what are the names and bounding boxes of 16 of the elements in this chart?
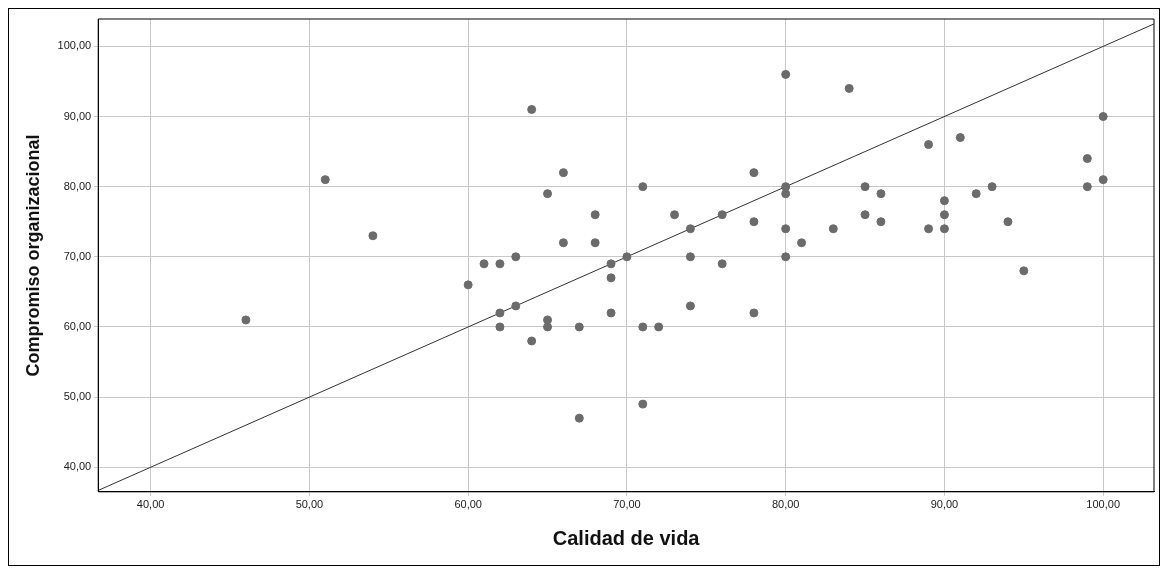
y-tick-label: 70,00 bbox=[63, 249, 92, 262]
y-tick-label: 40,00 bbox=[63, 460, 92, 473]
x-tick-label: 80,00 bbox=[771, 498, 800, 511]
y-tick-label: 90,00 bbox=[63, 109, 92, 122]
x-tick-label: 40,00 bbox=[136, 498, 165, 511]
y-axis-title: Compromiso organizacional bbox=[22, 134, 43, 377]
x-tick-label: 60,00 bbox=[454, 498, 482, 511]
y-tick-label: 100,00 bbox=[57, 39, 92, 52]
x-tick-label: 100,00 bbox=[1086, 498, 1121, 511]
x-tick-label: 50,00 bbox=[295, 498, 324, 511]
x-axis-title: Calidad de vida bbox=[552, 526, 701, 549]
x-tick-label: 70,00 bbox=[613, 498, 641, 511]
x-tick-label: 90,00 bbox=[930, 498, 959, 511]
y-tick-label: 80,00 bbox=[63, 179, 92, 192]
y-tick-label: 50,00 bbox=[63, 390, 92, 403]
y-tick-label: 60,00 bbox=[63, 319, 92, 332]
